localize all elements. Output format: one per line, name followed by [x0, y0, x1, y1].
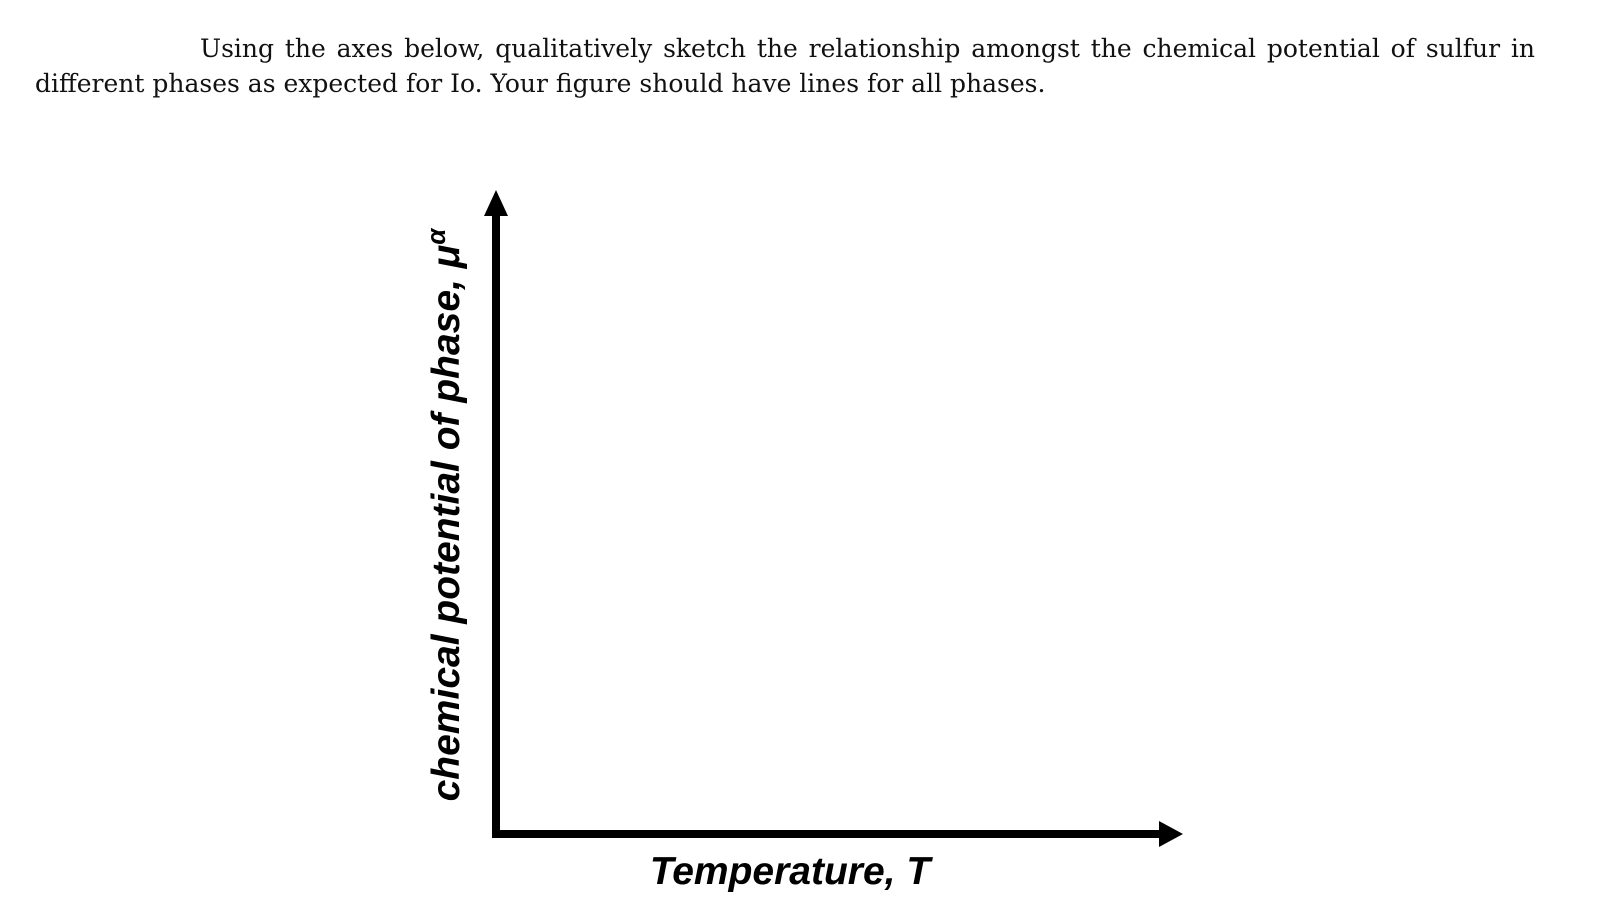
question-text: Using the axes below, qualitatively sket…: [35, 34, 1535, 98]
x-axis-arrowhead: [1159, 821, 1183, 847]
y-axis-label: chemical potential of phase, μα: [421, 227, 468, 802]
x-axis-label: Temperature, T: [650, 850, 933, 893]
y-axis-arrowhead: [484, 190, 508, 216]
